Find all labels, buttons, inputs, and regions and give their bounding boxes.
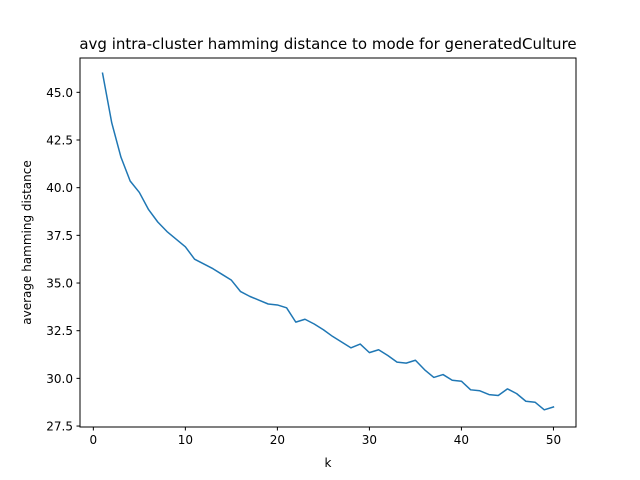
y-tick-label: 40.0 [46, 181, 73, 195]
series-line-0 [101, 72, 555, 411]
y-tick-label: 27.5 [46, 420, 73, 434]
x-tick-label: 40 [454, 433, 469, 447]
axes-frame [79, 57, 577, 428]
x-tick-label: 10 [178, 433, 193, 447]
x-tick-label: 30 [362, 433, 377, 447]
x-axis-label: k [325, 456, 332, 470]
plot-area [101, 72, 555, 411]
y-tick-label: 32.5 [46, 324, 73, 338]
y-tick-label: 45.0 [46, 86, 73, 100]
y-tick-label: 42.5 [46, 134, 73, 148]
chart-title: avg intra-cluster hamming distance to mo… [79, 35, 576, 53]
y-tick-label: 35.0 [46, 277, 73, 291]
x-axis-ticks: 0 10 20 30 40 50 [90, 427, 561, 447]
y-axis-label: average hamming distance [20, 160, 34, 325]
y-axis-ticks: 27.5 30.0 32.5 35.0 37.5 40.0 42.5 45.0 [46, 86, 80, 434]
y-tick-label: 30.0 [46, 372, 73, 386]
x-tick-label: 50 [546, 433, 561, 447]
y-tick-label: 37.5 [46, 229, 73, 243]
x-tick-label: 20 [270, 433, 285, 447]
x-tick-label: 0 [90, 433, 98, 447]
